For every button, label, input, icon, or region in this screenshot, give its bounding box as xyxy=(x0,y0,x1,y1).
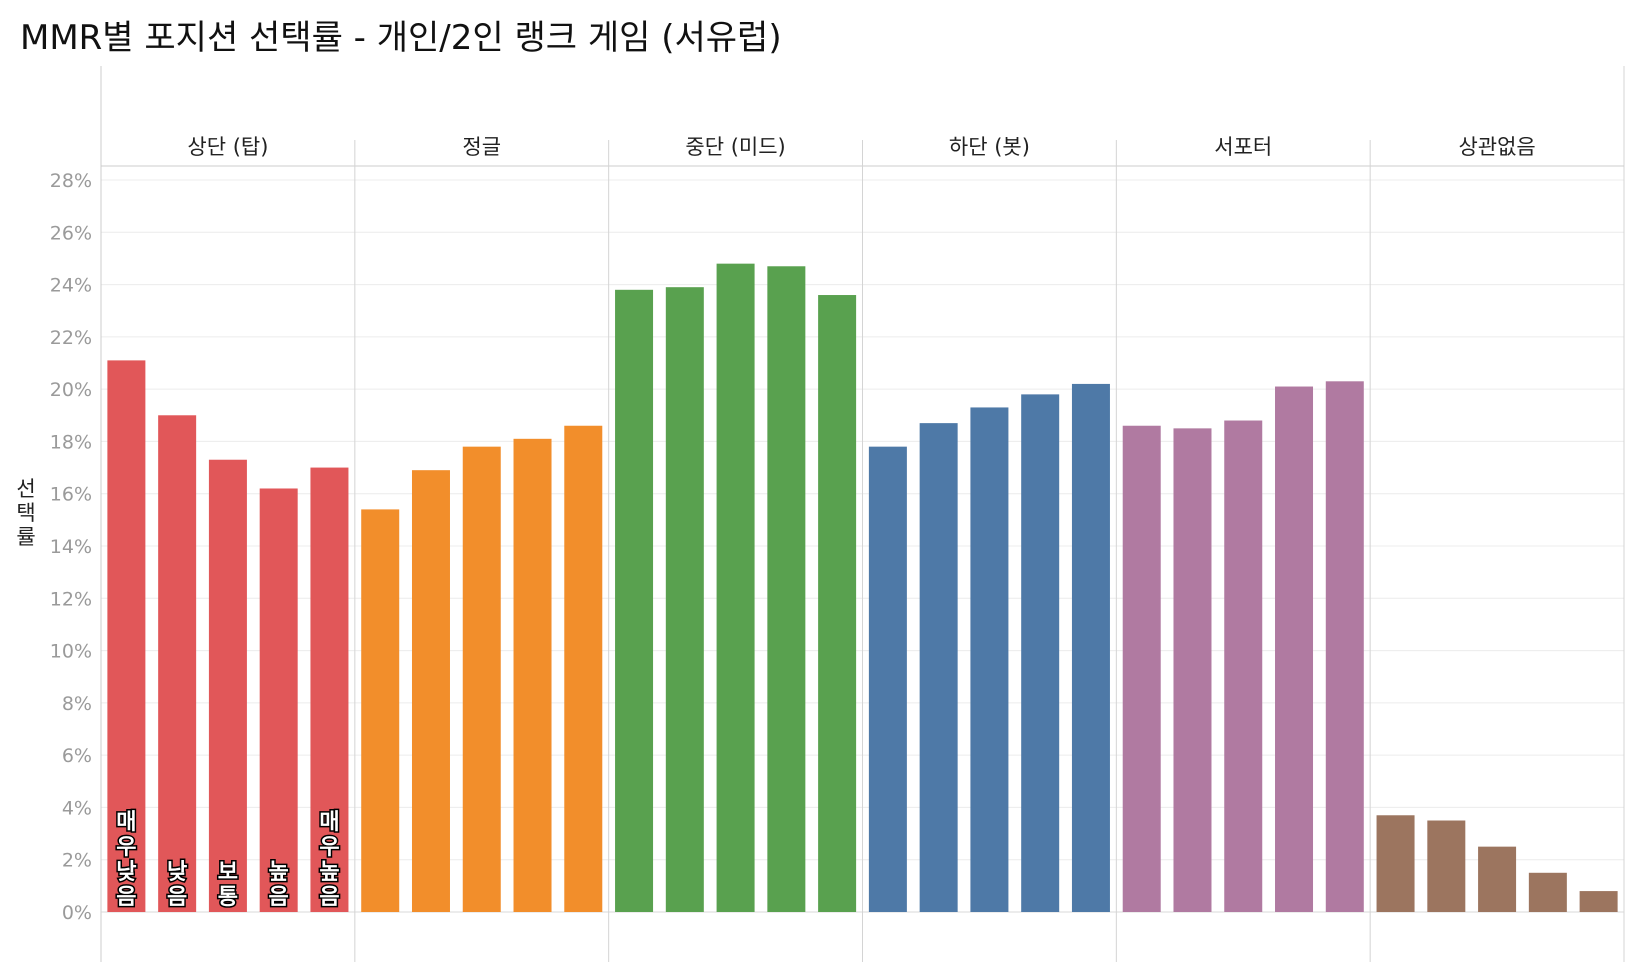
bar xyxy=(1021,394,1060,912)
group-header: 정글 xyxy=(462,135,501,159)
y-tick-label: 28% xyxy=(50,170,92,192)
bar xyxy=(107,360,146,912)
group-header: 중단 (미드) xyxy=(685,135,785,159)
chart-title: MMR별 포지션 선택률 - 개인/2인 랭크 게임 (서유럽) xyxy=(20,18,782,58)
group-header: 상단 (탑) xyxy=(187,135,268,159)
panel-frame xyxy=(100,66,1625,962)
y-axis: 0% 2% 4% 6% 8% 10% 12% 14% 16% 18% 20% 22% 24% 26% 28% xyxy=(50,170,92,924)
group-header: 하단 (봇) xyxy=(949,135,1030,159)
y-tick-label: 12% xyxy=(50,588,92,610)
bar xyxy=(158,415,197,912)
bar xyxy=(462,446,501,912)
bar xyxy=(1478,846,1517,912)
y-tick-label: 14% xyxy=(50,536,92,558)
group-header: 상관없음 xyxy=(1458,135,1535,159)
bar xyxy=(767,266,806,912)
bar xyxy=(665,287,704,913)
group-headers: 상단 (탑) 정글 중단 (미드) 하단 (봇) 서포터 상관없음 xyxy=(187,135,1535,159)
y-tick-label: 4% xyxy=(62,797,92,819)
bar xyxy=(310,467,349,912)
bar xyxy=(716,263,755,913)
y-tick-label: 10% xyxy=(50,641,92,663)
bar xyxy=(208,459,247,912)
bar xyxy=(411,470,450,912)
bar xyxy=(615,289,654,912)
bar xyxy=(818,295,857,912)
y-tick-label: 0% xyxy=(62,902,92,924)
bar xyxy=(970,407,1009,912)
bar xyxy=(1224,420,1263,912)
y-tick-label: 6% xyxy=(62,745,92,767)
y-tick-label: 24% xyxy=(50,275,92,297)
bar xyxy=(1427,820,1466,912)
bar xyxy=(1579,891,1618,912)
bar xyxy=(1122,425,1161,912)
y-tick-label: 20% xyxy=(50,379,92,401)
y-tick-label: 18% xyxy=(50,431,92,453)
group-header: 서포터 xyxy=(1214,135,1272,159)
y-tick-label: 26% xyxy=(50,222,92,244)
y-tick-label: 16% xyxy=(50,484,92,506)
bar xyxy=(919,423,958,912)
bar xyxy=(361,509,400,912)
y-tick-label: 8% xyxy=(62,693,92,715)
bar xyxy=(868,446,907,912)
bar xyxy=(564,425,603,912)
y-tick-label: 22% xyxy=(50,327,92,349)
bar xyxy=(259,488,298,912)
bar xyxy=(513,438,552,912)
bar xyxy=(1325,381,1364,912)
bar xyxy=(1275,386,1314,912)
bar xyxy=(1071,383,1110,912)
mmr-labels: 매 우 낮 음낮 음 보 통 높 음 매 우 높 음 xyxy=(115,809,341,912)
bar xyxy=(1376,815,1415,912)
bar xyxy=(1528,872,1567,912)
bar xyxy=(1173,428,1212,912)
y-tick-label: 2% xyxy=(62,850,92,872)
bars xyxy=(107,263,1618,913)
